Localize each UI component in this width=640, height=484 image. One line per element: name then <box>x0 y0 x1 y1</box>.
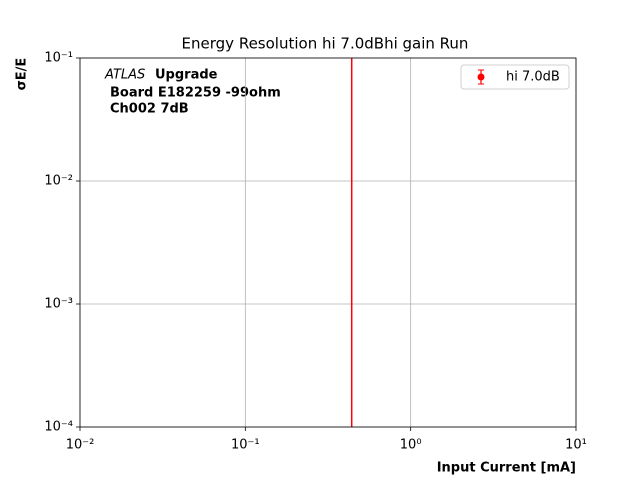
legend-box <box>460 64 570 90</box>
y-tick-label: 10⁻³ <box>44 297 73 312</box>
x-axis-label: Input Current [mA] <box>437 461 576 476</box>
y-tick-label: 10⁻¹ <box>44 51 73 66</box>
plot-frame <box>79 57 577 428</box>
y-tick-label: 10⁻² <box>44 174 73 189</box>
annotation: Board E182259 -99ohm <box>110 86 281 101</box>
y-tick-label: 10⁻⁴ <box>44 420 73 435</box>
chart-title: Energy Resolution hi 7.0dBhi gain Run <box>182 35 469 53</box>
annotation: Upgrade <box>155 68 218 83</box>
annotation: Ch002 7dB <box>110 102 189 117</box>
x-tick-label: 10⁰ <box>400 438 422 453</box>
y-axis-label: σE/E <box>15 58 30 91</box>
x-tick-label: 10⁻¹ <box>231 438 260 453</box>
x-tick-label: 10⁻² <box>66 438 95 453</box>
legend-label: hi 7.0dB <box>506 70 560 85</box>
legend-marker <box>477 73 485 81</box>
atlas-label: ATLAS <box>104 68 145 83</box>
x-tick-label: 10¹ <box>565 438 587 453</box>
